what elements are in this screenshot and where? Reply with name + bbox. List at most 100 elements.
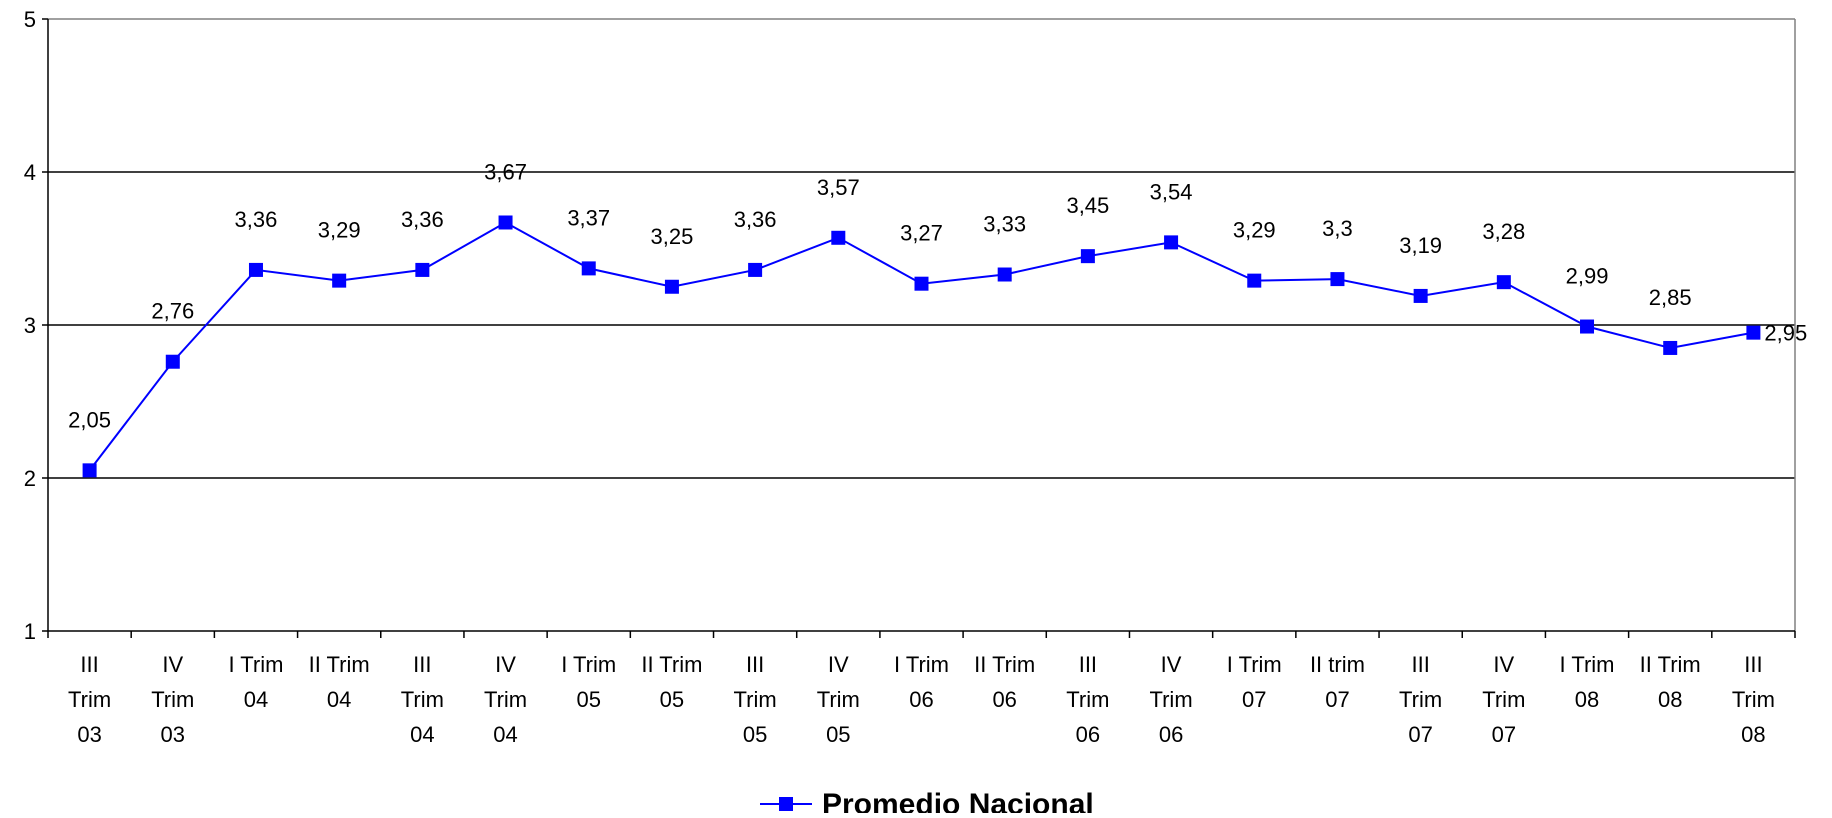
legend-label: Promedio Nacional [822,788,1094,813]
y-axis-tick-labels: 1 2 3 4 5 [24,7,36,644]
data-label: 3,29 [1233,218,1276,243]
x-tick-label: 04 [327,687,351,712]
x-tick-label: 05 [576,687,600,712]
data-point-marker [831,230,846,245]
series-line-promedio-nacional [88,221,1754,471]
x-tick-label: 04 [493,722,517,747]
x-tick-label: 03 [77,722,101,747]
x-tick-label: 05 [743,722,767,747]
data-label: 3,29 [318,218,361,243]
x-tick-label: II Trim [641,652,702,677]
x-tick-label: II Trim [309,652,370,677]
x-tick-label: I Trim [1560,652,1615,677]
data-label: 2,76 [151,299,194,324]
data-point-marker [1496,275,1511,290]
data-point-marker [997,267,1012,282]
x-tick-label: Trim [734,687,777,712]
data-label: 3,36 [401,207,444,232]
data-label: 3,36 [734,207,777,232]
series-markers [82,215,1761,478]
x-tick-label: III [746,652,764,677]
x-tick-label: II trim [1310,652,1365,677]
x-tick-label: 03 [161,722,185,747]
y-tick-label: 5 [24,7,36,32]
x-tick-label: Trim [68,687,111,712]
x-tick-label: 07 [1242,687,1266,712]
data-point-marker [1080,249,1095,264]
data-point-marker [82,463,97,478]
data-label: 3,3 [1322,216,1353,241]
x-tick-label: 07 [1492,722,1516,747]
data-point-marker [748,262,763,277]
data-point-marker [914,276,929,291]
gridlines [48,171,1795,479]
y-tick-label: 1 [24,619,36,644]
x-tick-label: III [1411,652,1429,677]
data-point-marker [498,215,513,230]
x-tick-label: IV [1161,652,1182,677]
data-label: 2,95 [1764,321,1807,346]
data-point-marker [332,273,347,288]
x-tick-label: Trim [1149,687,1192,712]
data-point-marker [1746,325,1761,340]
data-label: 3,28 [1482,219,1525,244]
data-label: 2,85 [1649,285,1692,310]
x-tick-label: 06 [992,687,1016,712]
x-tick-label: II Trim [974,652,1035,677]
data-point-marker [1663,340,1678,355]
data-label: 3,36 [235,207,278,232]
data-labels: 2,05 2,76 3,36 3,29 3,36 3,67 3,37 3,25 3,36 3,57… [68,159,1807,432]
data-label: 3,57 [817,175,860,200]
x-tick-label: Trim [1066,687,1109,712]
x-tick-label: 04 [244,687,268,712]
x-tick-label: I Trim [561,652,616,677]
x-tick-label: 08 [1741,722,1765,747]
x-tick-label: I Trim [228,652,283,677]
x-tick-label: IV [1493,652,1514,677]
data-label: 3,19 [1399,233,1442,258]
x-tick-label: 07 [1408,722,1432,747]
x-tick-label: III [80,652,98,677]
x-tick-label: IV [495,652,516,677]
data-label: 3,33 [983,212,1026,237]
x-tick-label: Trim [817,687,860,712]
x-tick-label: IV [162,652,183,677]
x-tick-label: I Trim [1227,652,1282,677]
data-label: 3,45 [1066,193,1109,218]
data-point-marker [1164,235,1179,250]
x-tick-label: 06 [1159,722,1183,747]
x-tick-label: III [1079,652,1097,677]
x-tick-label: Trim [1482,687,1525,712]
data-point-marker [1330,272,1345,287]
x-tick-label: Trim [1399,687,1442,712]
x-tick-label: II Trim [1640,652,1701,677]
x-tick-label: 04 [410,722,434,747]
x-tick-label: Trim [401,687,444,712]
legend: Promedio Nacional [760,788,1094,818]
data-point-marker [415,262,430,277]
data-point-marker [664,279,679,294]
x-tick-label: 06 [1076,722,1100,747]
data-label: 3,25 [651,224,694,249]
legend-marker-swatch [779,797,793,811]
x-tick-label: III [413,652,431,677]
y-tick-label: 4 [24,160,36,185]
data-point-marker [1413,288,1428,303]
data-point-marker [581,261,596,276]
x-tick-label: Trim [484,687,527,712]
y-tick-label: 3 [24,313,36,338]
data-label: 3,37 [567,205,610,230]
data-label: 3,54 [1150,179,1193,204]
x-tick-label: 08 [1575,687,1599,712]
x-tick-label: 06 [909,687,933,712]
x-tick-label: 07 [1325,687,1349,712]
y-tick-label: 2 [24,466,36,491]
data-point-marker [248,262,263,277]
data-point-marker [1580,319,1595,334]
data-point-marker [165,354,180,369]
x-tick-label: 05 [660,687,684,712]
x-tick-label: IV [828,652,849,677]
x-tick-label: III [1744,652,1762,677]
